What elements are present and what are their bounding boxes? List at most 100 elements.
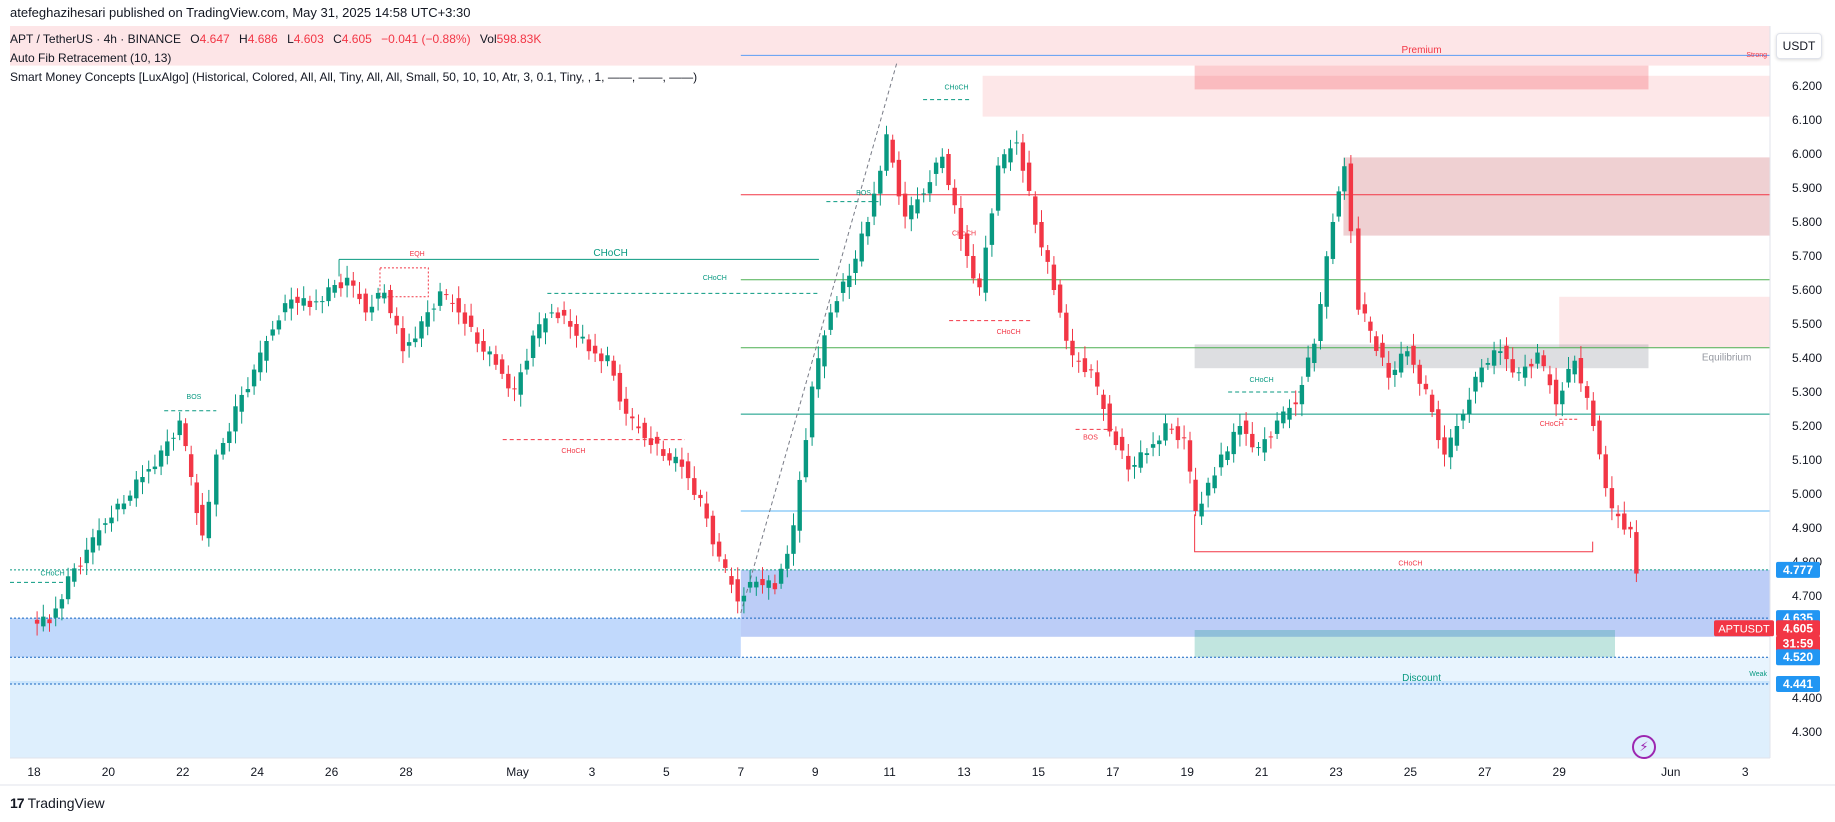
candle-body [194,482,199,514]
price-tick-label: 4.700 [1792,589,1822,603]
tradingview-brand[interactable]: 17 TradingView [10,795,105,811]
candle-body [537,324,542,339]
time-tick-label: 27 [1478,765,1492,779]
candle-body [1175,426,1181,441]
structure-label: CHoCH [997,329,1021,336]
price-tick-label: 5.300 [1792,385,1822,399]
candle-body [1225,451,1230,460]
candle-body [177,420,182,436]
time-tick-label: 3 [589,765,596,779]
candle-body [84,549,89,564]
price-tick-label: 5.400 [1792,351,1822,365]
price-marker-label: 4.520 [1783,650,1813,664]
candle-body [661,449,666,456]
candle-body [1237,426,1243,435]
candle-body [1442,437,1447,455]
candle-body [1051,264,1057,290]
tradingview-logo-icon: 17 [10,795,25,811]
candle-body [921,193,926,195]
candle-body [475,332,480,344]
candle-body [158,450,164,467]
candle-body [871,193,877,217]
candle-body [568,321,573,327]
zone-label: Discount [1402,673,1441,684]
candle-body [1368,321,1373,331]
price-marker[interactable] [1776,635,1820,652]
price-marker[interactable] [1776,620,1820,637]
volume-value: 598.83K [496,32,542,46]
candle-body [103,523,108,525]
candle-body [1318,304,1323,341]
candle-body [1529,363,1534,367]
time-tick-label: 22 [176,765,190,779]
candle-body [1342,166,1347,192]
candle-body [419,321,424,339]
candle-body [468,315,474,327]
candle-body [1231,431,1236,455]
price-marker[interactable] [1776,676,1820,693]
candle-body [1398,353,1404,373]
indicator-smc[interactable]: Smart Money Concepts [LuxAlgo] (Historic… [10,70,698,84]
plot-area[interactable] [10,26,1770,758]
candle-body [828,312,833,330]
candle-body [1460,414,1466,421]
candle-body [1199,503,1204,517]
symbol-tag[interactable] [1714,620,1774,637]
candle-body [1380,342,1385,358]
candle-body [1504,345,1509,360]
price-marker[interactable] [1776,649,1820,666]
symbol-name[interactable]: APT / TetherUS · 4h · BINANCE [10,32,181,46]
candle-body [1615,513,1621,517]
candle-body [698,494,703,499]
candle-body [1095,372,1100,387]
candle-body [320,301,325,303]
candle-body [1591,400,1596,426]
structure-label: CHoCH [703,275,727,282]
fib-trend-line [740,62,898,614]
candle-body [338,282,344,289]
candle-body [65,576,71,600]
candle-body [847,275,852,288]
candle-body [785,553,790,569]
candle-body [561,309,567,316]
time-tick-label: Jun [1661,765,1680,779]
structure-label: CHoCH [952,231,976,238]
candle-body [865,222,871,237]
price-marker[interactable] [1776,561,1820,578]
candle-body [1057,284,1063,313]
candle-body [1193,479,1198,511]
lightning-icon[interactable]: ⚡ [1632,735,1656,759]
candle-body [1597,420,1602,455]
volume-label: Vol [479,32,497,46]
candle-body [121,503,127,510]
candle-body [206,501,212,539]
time-tick-label: 11 [883,765,896,779]
candle-body [1064,312,1069,341]
indicator-fib[interactable]: Auto Fib Retracement (10, 13) [10,51,172,65]
price-tick-label: 5.500 [1792,317,1822,331]
candle-body [96,530,102,546]
candle-body [382,292,387,299]
time-tick-label: 5 [663,765,670,779]
time-tick-label: 15 [1032,765,1046,779]
price-tick-label: 5.200 [1792,419,1822,433]
time-tick-label: 23 [1329,765,1343,779]
candle-body [840,281,846,293]
candle-body [227,431,232,443]
candle-body [1429,394,1435,412]
symbol-row[interactable]: APT / TetherUS · 4h · BINANCE O4.647 H4.… [10,30,697,49]
candle-body [1138,452,1143,468]
candle-body [332,285,337,293]
candle-body [444,294,449,296]
candle-body [778,568,784,584]
candle-body [952,187,957,206]
candle-body [803,440,809,478]
candle-body [34,619,40,624]
candle-body [989,213,995,245]
currency-unit-button[interactable]: USDT [1776,33,1822,59]
high-value: 4.686 [247,32,278,46]
structure-label: EQH [410,251,425,258]
structure-label: BOS [187,394,202,401]
supply-zone-strong [1194,65,1649,90]
